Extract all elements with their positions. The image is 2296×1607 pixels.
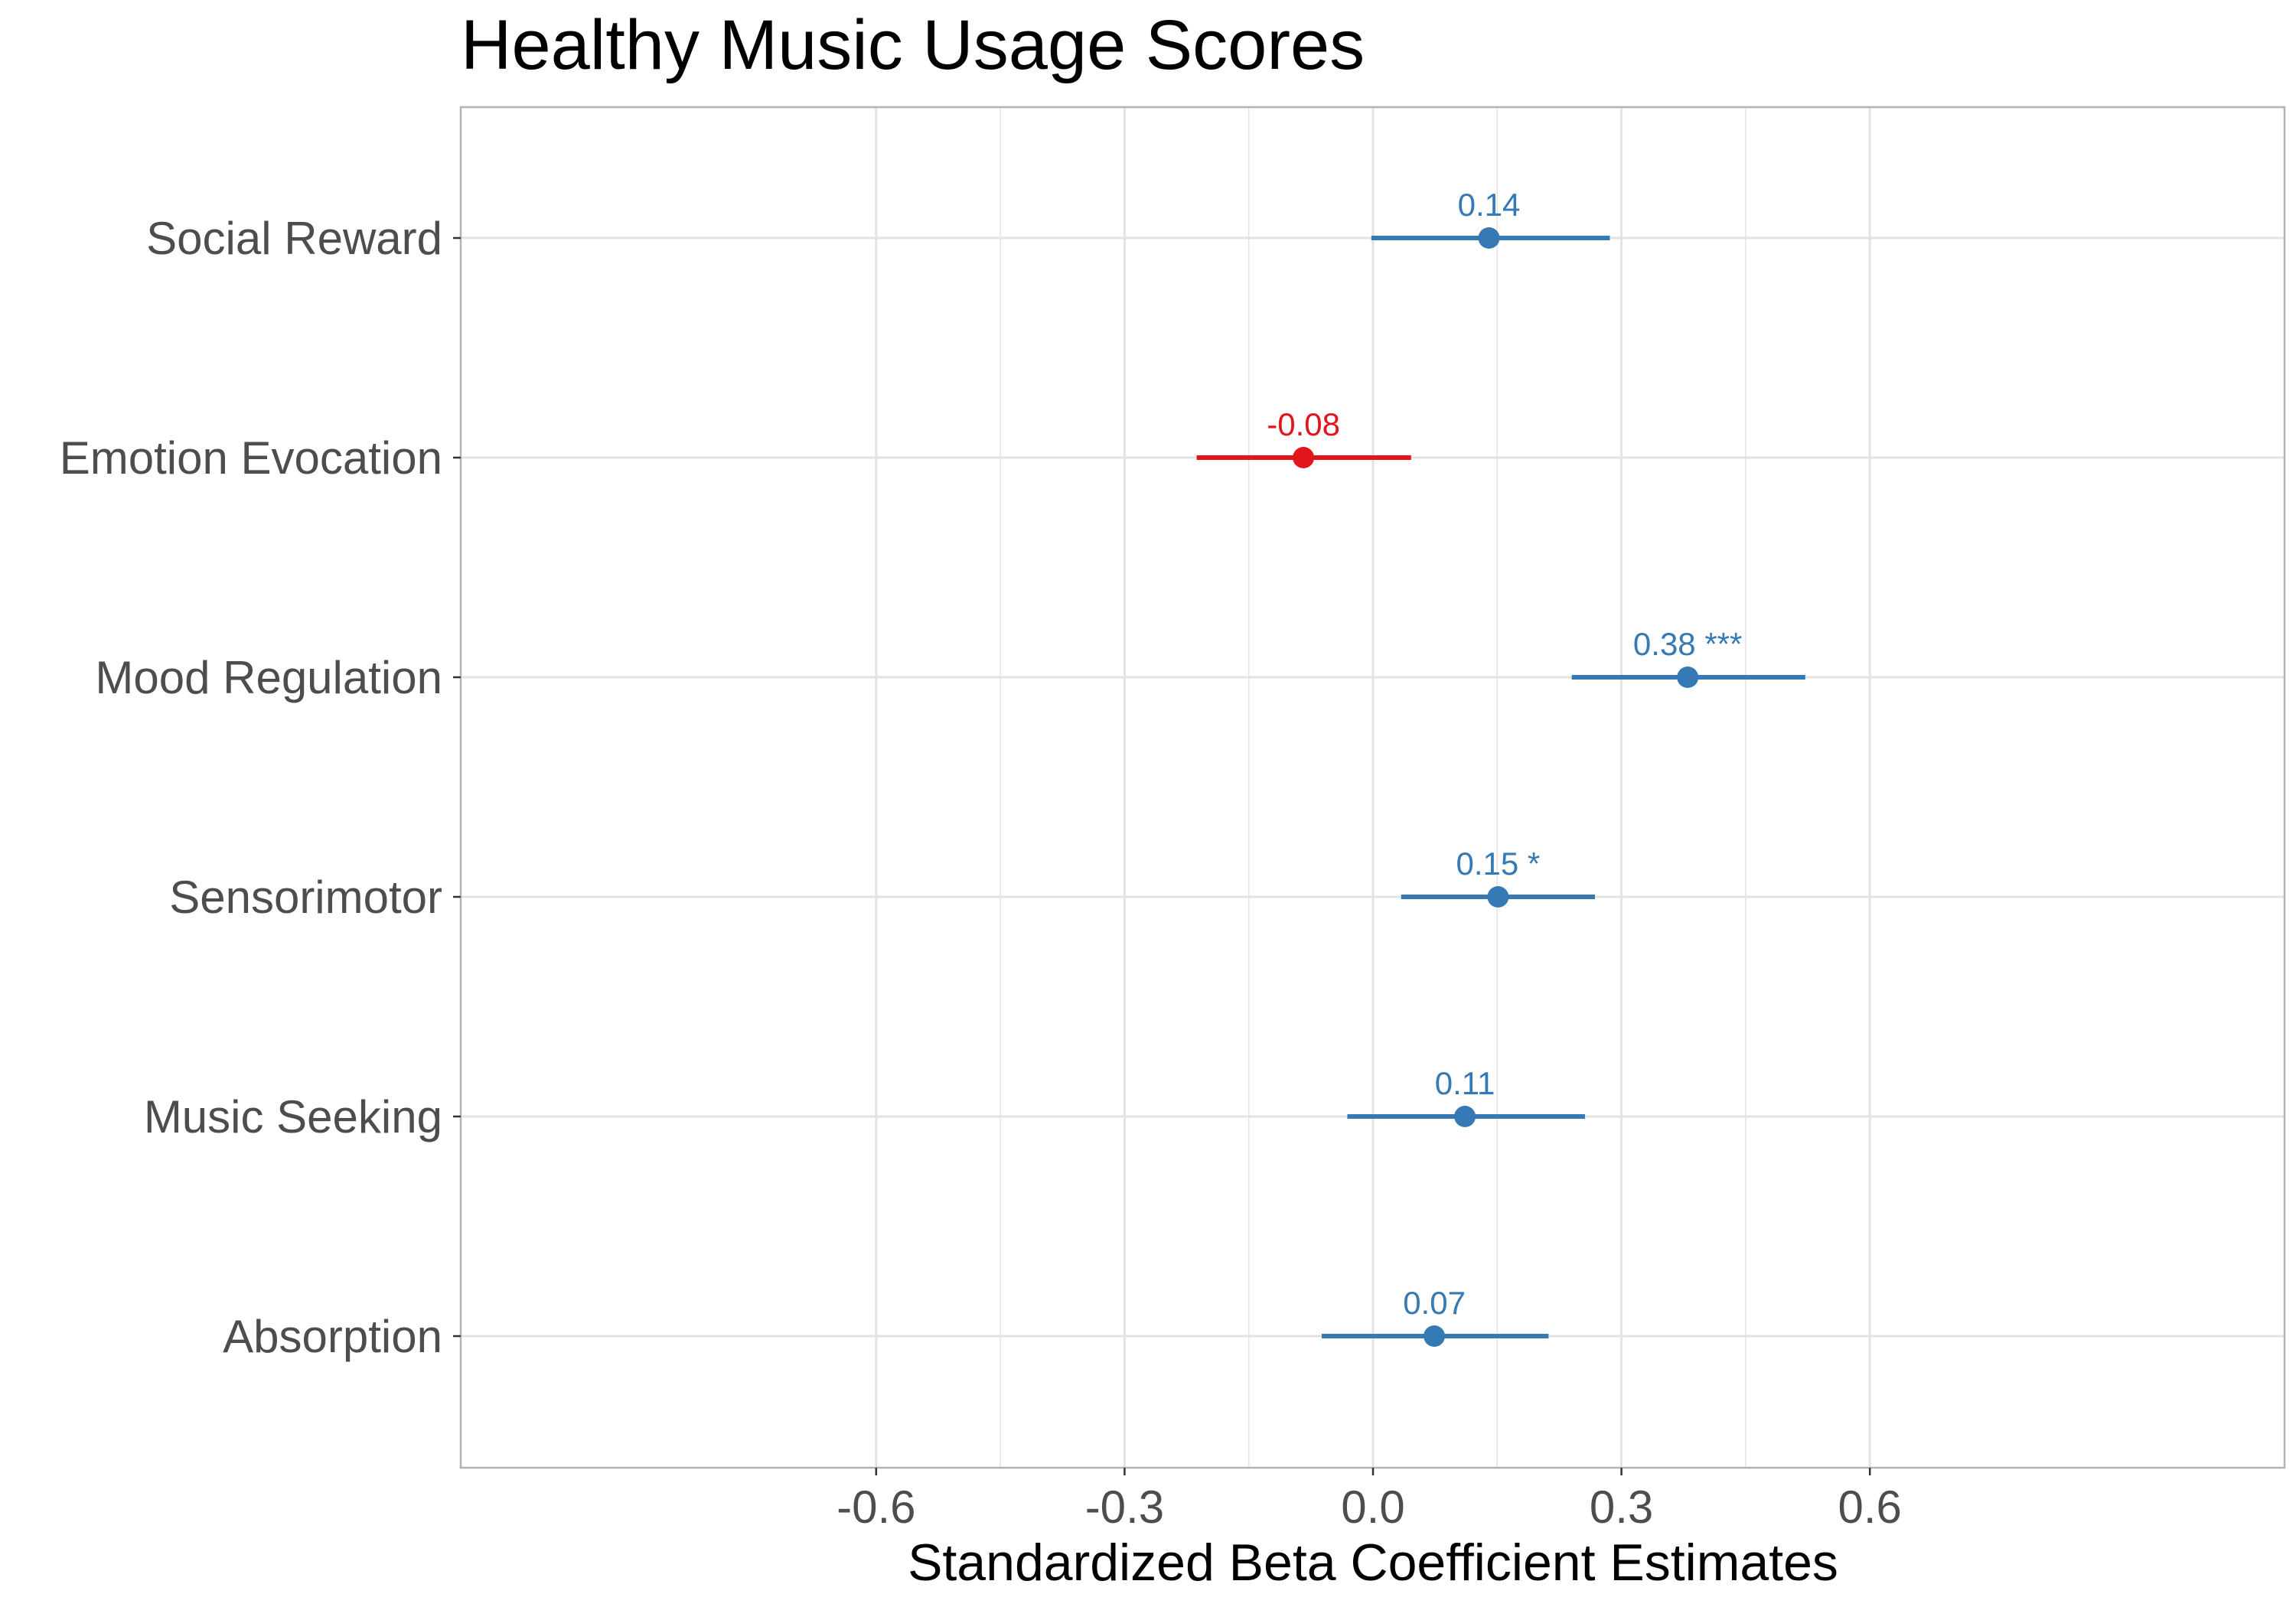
x-tick-label: -0.3 xyxy=(1085,1482,1164,1533)
y-tick-label: Absorption xyxy=(223,1311,442,1362)
y-tick-label: Mood Regulation xyxy=(95,652,442,703)
estimate-point xyxy=(1454,1106,1476,1127)
grid-layer xyxy=(459,106,2286,1469)
y-tick-label: Emotion Evocation xyxy=(60,432,442,484)
estimate-label: 0.07 xyxy=(1403,1285,1466,1321)
chart-title: Healthy Music Usage Scores xyxy=(461,6,1365,84)
estimate-point xyxy=(1487,886,1509,908)
x-tick-label: 0.0 xyxy=(1341,1482,1404,1533)
y-tick-label: Social Reward xyxy=(146,213,442,264)
y-tick-label: Sensorimotor xyxy=(169,872,442,923)
x-tick-label: 0.6 xyxy=(1838,1482,1901,1533)
y-tick-label: Music Seeking xyxy=(144,1091,442,1143)
estimate-label: 0.15 * xyxy=(1456,846,1540,882)
estimate-label: 0.38 *** xyxy=(1633,626,1742,662)
estimate-label: 0.11 xyxy=(1435,1065,1495,1101)
estimate-point xyxy=(1293,447,1315,468)
estimate-point xyxy=(1478,227,1500,249)
estimate-point xyxy=(1677,667,1699,688)
estimate-label: -0.08 xyxy=(1267,406,1340,442)
marks-layer: 0.14 -0.08 0.38 *** 0.15 * 0.11 0.07 xyxy=(1196,187,1805,1347)
x-tick-label: 0.3 xyxy=(1590,1482,1653,1533)
axis-layer: -0.6 -0.3 0.0 0.3 0.6 Social Reward Emotion Ev… xyxy=(60,213,1902,1533)
x-axis-title: Standardized Beta Coefficient Estimates xyxy=(908,1534,1838,1592)
estimate-point xyxy=(1424,1325,1446,1347)
estimate-label: 0.14 xyxy=(1458,187,1521,223)
x-tick-label: -0.6 xyxy=(837,1482,915,1533)
